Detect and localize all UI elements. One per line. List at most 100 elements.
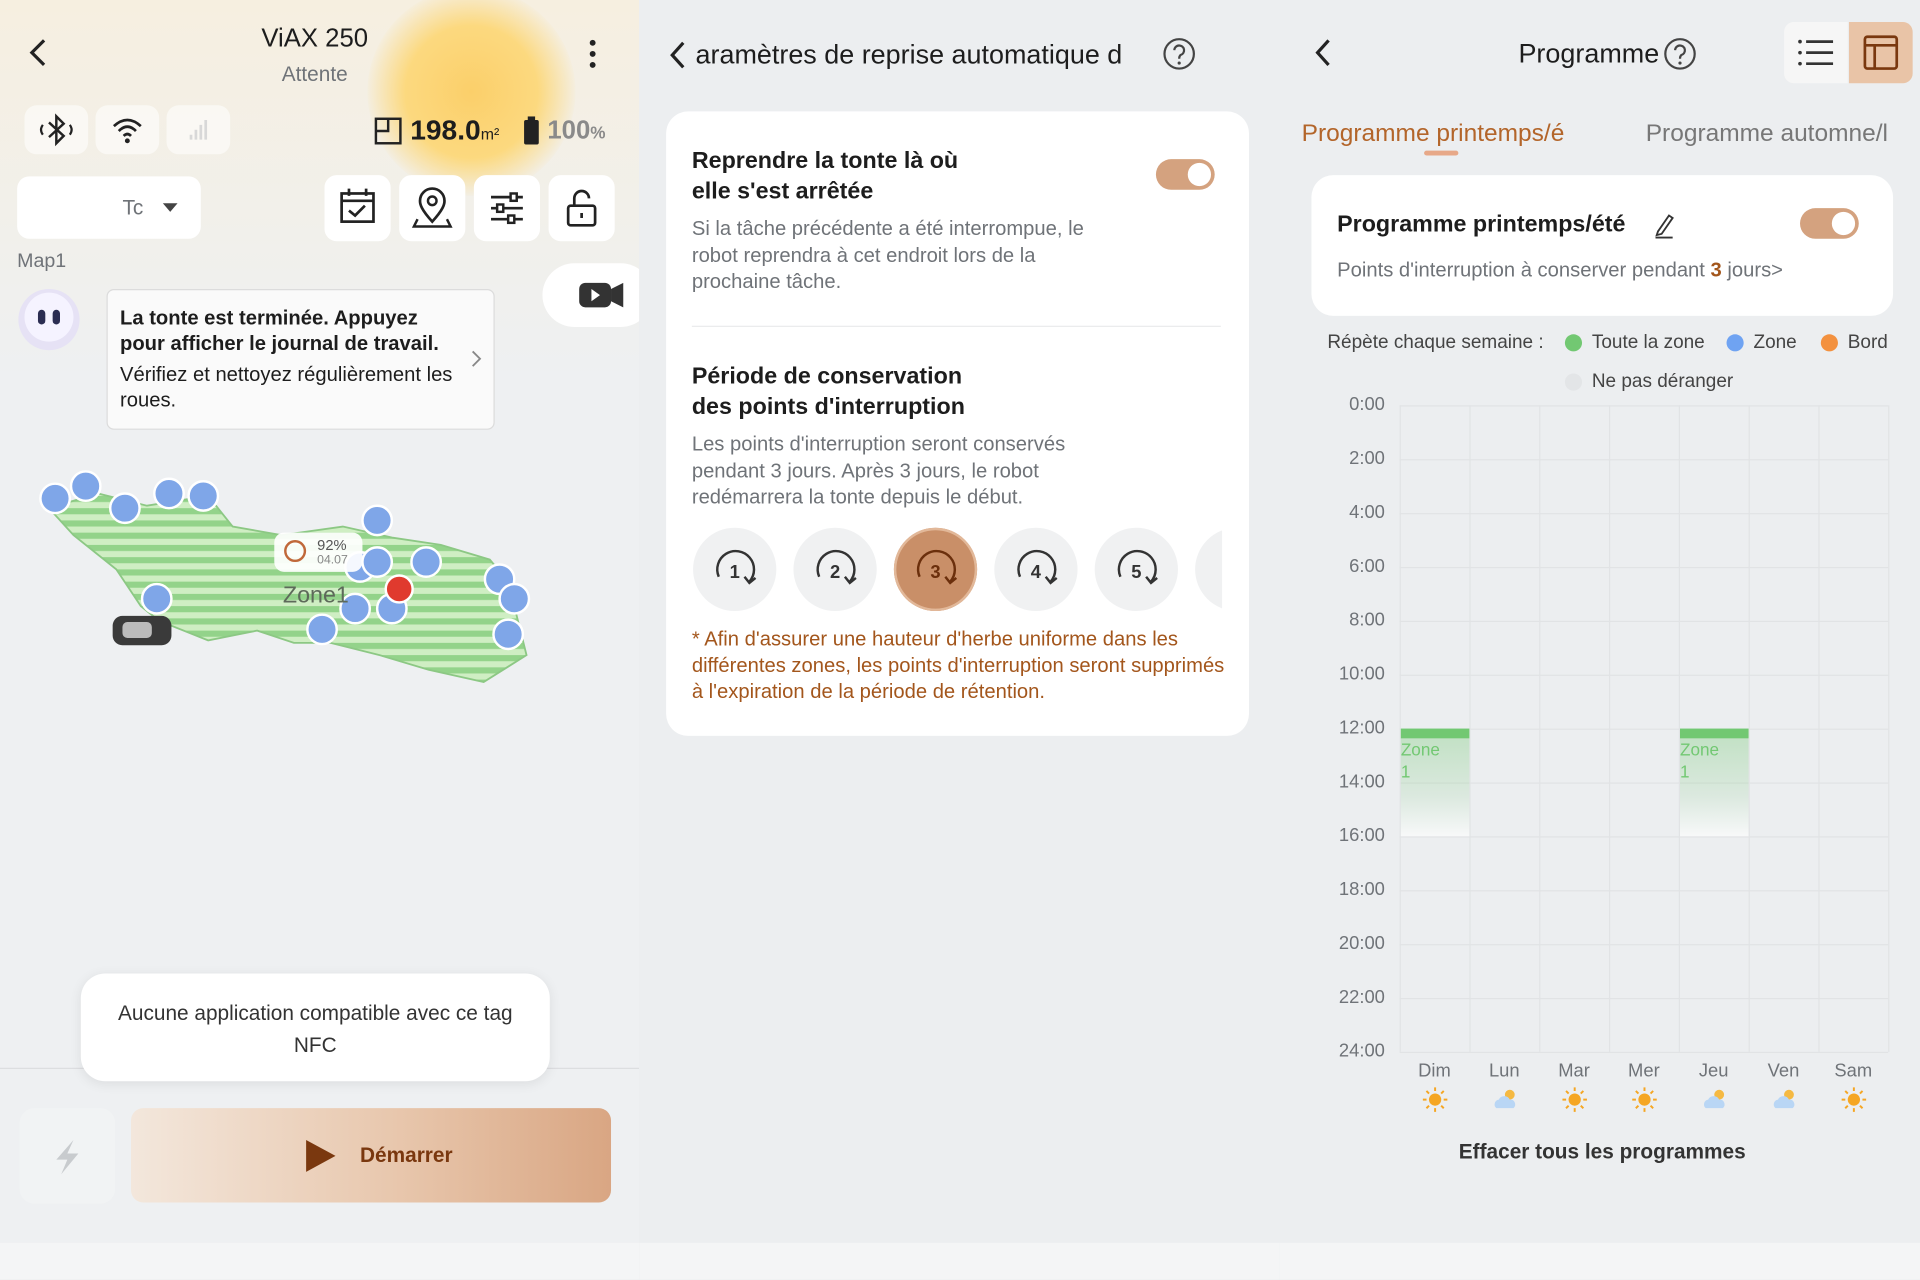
resume-toggle[interactable] xyxy=(1155,159,1215,190)
day-label: Lun xyxy=(1488,1060,1520,1082)
legend-item: Zone xyxy=(1726,332,1797,354)
help-button[interactable] xyxy=(1663,37,1697,71)
day-label: Jeu xyxy=(1698,1060,1729,1082)
message-card[interactable]: La tonte est terminée. Appuyez pour affi… xyxy=(106,288,495,430)
divider xyxy=(691,325,1221,327)
zone-label: Zone1 xyxy=(282,582,349,609)
quick-mow-button[interactable] xyxy=(19,1108,116,1204)
y-tick-label: 2:00 xyxy=(1349,448,1385,469)
legend-item: Bord xyxy=(1820,331,1888,354)
option-label: 3 xyxy=(930,561,941,583)
back-button[interactable] xyxy=(24,37,53,69)
wifi-chip xyxy=(95,105,160,155)
day-label: Mar xyxy=(1558,1060,1590,1082)
cloud xyxy=(1773,1096,1794,1109)
retention-option[interactable]: 3 xyxy=(893,527,978,612)
battery-unit: % xyxy=(590,122,606,143)
schedule-block[interactable]: Zone 1 xyxy=(1680,728,1749,837)
robot-avatar xyxy=(18,288,80,351)
program-toggle[interactable] xyxy=(1800,208,1859,239)
retention-option[interactable]: 1 xyxy=(693,527,777,612)
start-button-text: Démarrer xyxy=(360,1143,453,1167)
schedule-button[interactable] xyxy=(324,175,391,242)
start-button[interactable]: Démarrer xyxy=(131,1108,612,1203)
lock-button[interactable] xyxy=(548,175,615,242)
map-progress: 92% xyxy=(317,536,347,554)
area-number: 198.0 xyxy=(410,113,481,146)
battery-value: 100% xyxy=(547,116,605,145)
schedule-block-label: Zone 1 xyxy=(1680,739,1720,782)
edit-icon[interactable] xyxy=(1653,212,1675,239)
retention-option[interactable]: 4 xyxy=(994,527,1078,612)
option-arrow-path xyxy=(916,549,957,583)
schedule-block[interactable]: Zone 1 xyxy=(1400,728,1470,837)
grid-line xyxy=(1399,459,1889,461)
program-info-suffix: jours> xyxy=(1721,259,1783,282)
settings-button[interactable] xyxy=(473,175,541,242)
y-tick-label: 24:00 xyxy=(1338,1040,1385,1062)
retention-note: * Afin d'assurer une hauteur d'herbe uni… xyxy=(691,628,1225,703)
legend-swatch xyxy=(1726,334,1744,352)
calendar-view-button[interactable] xyxy=(1848,22,1913,84)
retention-option[interactable]: 2 xyxy=(793,527,877,612)
settings-card: Reprendre la tonte là où elle s'est arrê… xyxy=(666,111,1249,736)
weather-icon-sun xyxy=(1841,1087,1866,1112)
option-label: 4 xyxy=(1030,561,1042,583)
sun-ray xyxy=(1649,1104,1654,1109)
y-tick-label: 10:00 xyxy=(1338,663,1385,685)
tab-active[interactable]: Programme printemps/é xyxy=(1301,120,1565,147)
weather-icon-sun xyxy=(1422,1087,1447,1112)
sun-ray xyxy=(1858,1090,1863,1095)
sun xyxy=(1847,1093,1860,1106)
zone-selector[interactable]: Tc xyxy=(17,176,201,239)
sun-glow xyxy=(367,0,576,196)
option-label: 1 xyxy=(729,561,740,583)
back-button[interactable] xyxy=(1311,37,1335,69)
tab-inactive[interactable]: Programme automne/l xyxy=(1645,120,1889,147)
weather-icon-cloud xyxy=(1493,1089,1515,1109)
system-navbar xyxy=(639,1242,1280,1280)
sun-ray xyxy=(1843,1104,1848,1109)
map-button[interactable] xyxy=(399,175,466,242)
day-label: Ven xyxy=(1767,1060,1800,1082)
cloud xyxy=(1493,1096,1515,1109)
help-button[interactable] xyxy=(1162,37,1196,71)
option-arrow-path xyxy=(1117,549,1157,583)
program-info-text: Points d'interruption à conserver pendan… xyxy=(1337,259,1711,282)
sun-ray xyxy=(1649,1090,1654,1095)
system-navbar xyxy=(0,1242,640,1280)
back-button[interactable] xyxy=(666,39,690,71)
program-info[interactable]: Points d'interruption à conserver pendan… xyxy=(1337,260,1783,283)
y-tick-label: 16:00 xyxy=(1338,825,1385,847)
tab-indicator xyxy=(1424,150,1459,156)
device-status: Attente xyxy=(281,62,348,86)
grid-line xyxy=(1399,674,1889,676)
sun-ray xyxy=(1564,1090,1569,1095)
menu-button[interactable] xyxy=(585,37,600,71)
legend-swatch xyxy=(1564,334,1583,352)
battery-number: 100 xyxy=(547,116,591,145)
list-view-button[interactable] xyxy=(1784,22,1848,84)
resume-screen: aramètres de reprise automatique d Repre… xyxy=(639,0,1280,1280)
clear-button[interactable]: Effacer tous les programmes xyxy=(1458,1140,1746,1164)
option-arrow-head xyxy=(1044,575,1058,585)
legend-name: Bord xyxy=(1847,331,1888,353)
y-tick-label: 6:00 xyxy=(1349,555,1385,577)
grid-line xyxy=(1399,782,1889,784)
sun-ray xyxy=(1579,1090,1584,1095)
nfc-toast: Aucune application compatible avec ce ta… xyxy=(80,973,550,1082)
schedule-block-label: Zone 1 xyxy=(1400,739,1440,782)
grid-line xyxy=(1399,997,1889,1000)
retention-option[interactable]: 5 xyxy=(1094,527,1178,612)
day-label: Dim xyxy=(1418,1060,1451,1082)
option-label: 5 xyxy=(1131,561,1142,583)
grid-line xyxy=(1399,620,1889,623)
retention-option-partial xyxy=(1195,527,1223,612)
weather-icon-sun xyxy=(1631,1087,1657,1112)
video-button[interactable] xyxy=(542,263,640,327)
option-arrow xyxy=(1017,549,1058,585)
sun-ray xyxy=(1425,1104,1430,1109)
sun-ray xyxy=(1634,1090,1639,1095)
y-tick-label: 8:00 xyxy=(1349,609,1385,631)
